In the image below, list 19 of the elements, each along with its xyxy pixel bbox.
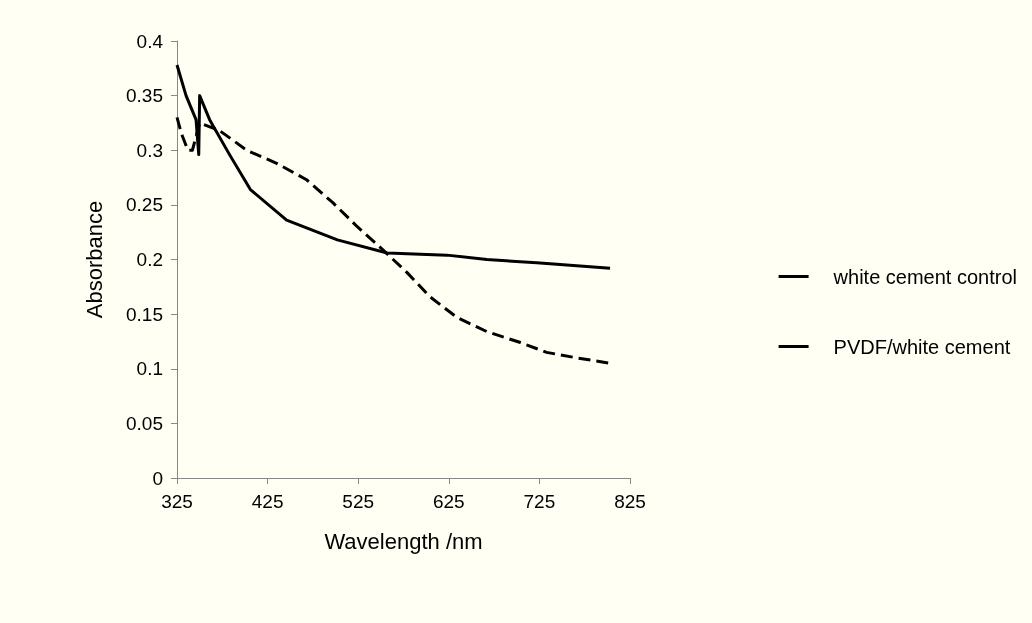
y-tick-label: 0.35 (126, 85, 163, 107)
x-tick-label: 425 (251, 491, 284, 512)
x-tick-label: 325 (161, 491, 193, 512)
y-tick-label: 0.25 (126, 194, 163, 216)
y-tick-label: 0.15 (126, 303, 163, 325)
x-tick-label: 525 (342, 491, 375, 512)
x-axis-title: Wavelength /nm (324, 528, 483, 554)
x-tick-label: 725 (523, 491, 556, 512)
y-tick-label: 0.2 (136, 249, 163, 270)
y-tick-label: 0.05 (126, 412, 163, 434)
y-axis-title: Absorbance (81, 200, 107, 319)
legend-label: PVDF/white cement (833, 335, 1011, 358)
y-tick-label: 0 (152, 467, 163, 489)
legend-label: white cement control (832, 265, 1017, 288)
x-tick-label: 625 (432, 491, 465, 512)
y-tick-label: 0.4 (136, 30, 164, 52)
x-tick-label: 825 (614, 491, 646, 512)
y-tick-label: 0.3 (136, 139, 163, 161)
y-tick-label: 0.1 (136, 358, 163, 380)
